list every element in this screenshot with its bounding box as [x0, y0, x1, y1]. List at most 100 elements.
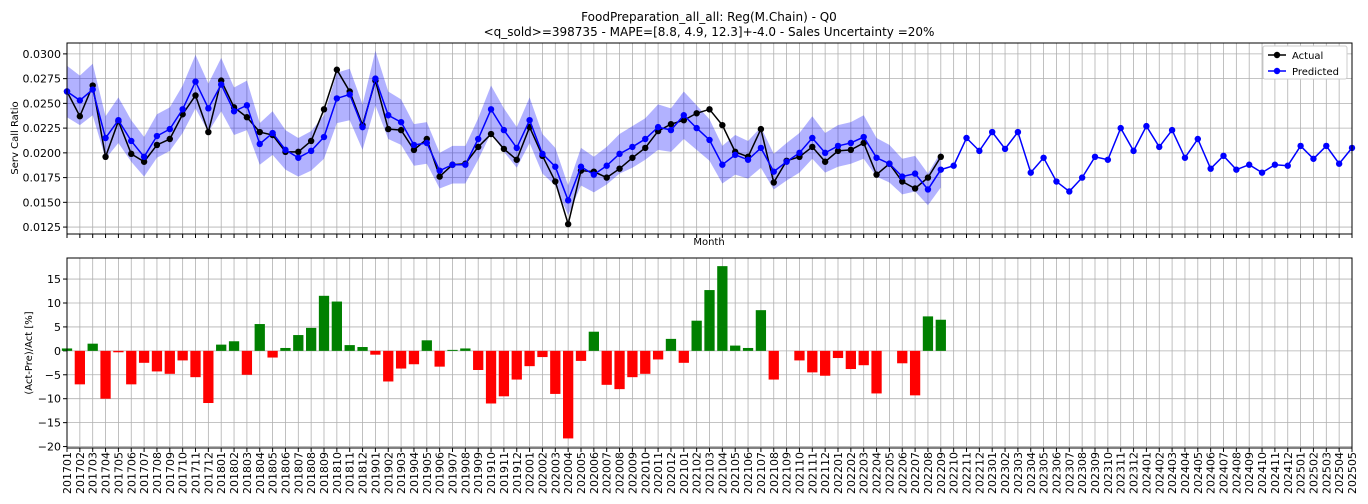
point: [629, 143, 636, 151]
bar: [730, 345, 741, 351]
point: [385, 112, 392, 119]
bar: [845, 350, 856, 370]
x-tick-label: 202308: [1076, 452, 1089, 494]
bar: [768, 350, 779, 380]
x-tick-label: 202003: [549, 452, 562, 494]
point: [410, 141, 418, 149]
x-tick-label: 202112: [819, 452, 832, 494]
y-tick-label: 10: [47, 297, 61, 310]
point: [307, 137, 315, 145]
bar: [935, 319, 946, 351]
point: [1001, 145, 1009, 153]
bar: [704, 290, 715, 351]
point: [1014, 128, 1022, 136]
bar: [678, 350, 689, 363]
x-tick-label: 202207: [909, 452, 922, 494]
point: [1040, 154, 1047, 161]
point: [230, 108, 238, 115]
bar: [524, 350, 535, 367]
x-tick-label: 201907: [447, 452, 460, 494]
x-tick-label: 201706: [125, 452, 138, 494]
point: [821, 158, 829, 165]
point: [372, 75, 379, 82]
x-tick-label: 202205: [883, 452, 896, 494]
point: [153, 141, 161, 149]
x-tick-label: 202311: [1115, 452, 1128, 494]
x-tick-label: 201806: [279, 452, 292, 494]
x-tick-label: 202504: [1333, 452, 1346, 494]
bar: [807, 350, 818, 373]
point: [642, 144, 649, 152]
bar: [126, 350, 137, 385]
point: [500, 126, 508, 134]
x-tick-label: 202502: [1307, 452, 1320, 494]
point: [834, 147, 842, 155]
x-tick-label: 202505: [1346, 452, 1359, 494]
point: [603, 162, 610, 169]
bar: [357, 347, 368, 351]
point: [140, 153, 148, 161]
point: [706, 136, 713, 144]
x-tick-label: 201909: [472, 452, 485, 494]
x-tick-label: 202107: [755, 452, 768, 494]
x-tick-label: 202305: [1038, 452, 1051, 494]
y-tick-label: 0.0225: [23, 122, 62, 135]
point: [346, 91, 353, 98]
point: [115, 116, 122, 124]
x-tick-label: 201905: [421, 452, 434, 494]
bar: [344, 345, 355, 351]
x-tick-label: 201702: [74, 452, 87, 494]
x-tick-label: 202001: [524, 452, 537, 494]
point: [397, 126, 405, 134]
x-tick-label: 202303: [1012, 452, 1025, 494]
point: [89, 86, 96, 93]
x-tick-label: 202005: [575, 452, 588, 494]
point: [333, 66, 341, 73]
x-tick-label: 202411: [1269, 452, 1282, 494]
point: [1310, 155, 1317, 162]
bar: [922, 316, 934, 351]
axes-frame: [66, 257, 1353, 449]
bar: [473, 350, 484, 370]
point: [552, 178, 559, 185]
x-tick-label: 201902: [382, 452, 395, 494]
bar: [858, 350, 869, 366]
point: [475, 135, 482, 143]
bar: [691, 320, 702, 351]
point: [166, 135, 173, 143]
bar: [318, 295, 330, 351]
point: [924, 174, 932, 181]
point: [218, 81, 225, 88]
x-tick-label: 202104: [716, 452, 729, 494]
legend-marker: [1273, 51, 1281, 59]
y-tick-label: −10: [38, 393, 61, 406]
point: [1091, 153, 1099, 161]
x-tick-label: 202306: [1050, 452, 1063, 494]
point: [320, 133, 328, 141]
y-tick-label: −5: [45, 369, 61, 382]
point: [1078, 174, 1086, 181]
x-tick-label: 202412: [1282, 452, 1295, 494]
bar: [550, 350, 561, 394]
point: [526, 116, 533, 124]
y-tick-label: 0.0300: [23, 48, 62, 61]
point: [1143, 122, 1150, 130]
point: [539, 150, 546, 158]
point: [500, 145, 508, 153]
bar: [717, 266, 728, 351]
y-tick-label: 0.0250: [23, 97, 62, 110]
bar: [280, 347, 291, 351]
bar: [832, 350, 844, 359]
x-tick-label: 202312: [1128, 452, 1141, 494]
bar: [563, 350, 574, 439]
bar: [293, 335, 304, 351]
x-tick-label: 202011: [652, 452, 665, 494]
point: [128, 137, 135, 145]
bar: [627, 350, 638, 378]
x-tick-label: 202209: [935, 452, 948, 494]
bar: [216, 344, 227, 351]
y-tick-label: 0.0275: [23, 73, 62, 86]
x-tick-label: 201912: [511, 452, 524, 494]
bar: [485, 350, 497, 404]
x-tick-label: 201709: [164, 452, 177, 494]
